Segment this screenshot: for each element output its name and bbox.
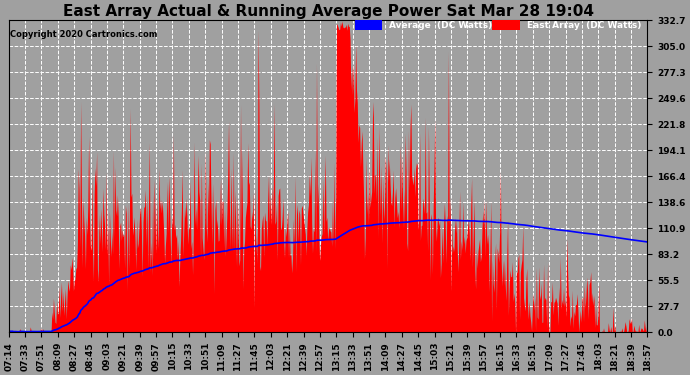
Title: East Array Actual & Running Average Power Sat Mar 28 19:04: East Array Actual & Running Average Powe… bbox=[63, 4, 593, 19]
Text: Copyright 2020 Cartronics.com: Copyright 2020 Cartronics.com bbox=[10, 30, 157, 39]
Legend: Average  (DC Watts), East Array  (DC Watts): Average (DC Watts), East Array (DC Watts… bbox=[353, 19, 643, 32]
